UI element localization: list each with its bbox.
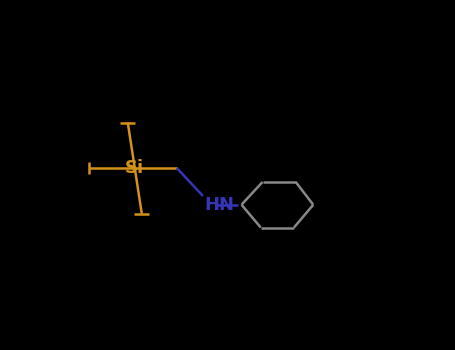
Text: Si: Si bbox=[125, 159, 144, 177]
Text: HN: HN bbox=[205, 196, 235, 214]
